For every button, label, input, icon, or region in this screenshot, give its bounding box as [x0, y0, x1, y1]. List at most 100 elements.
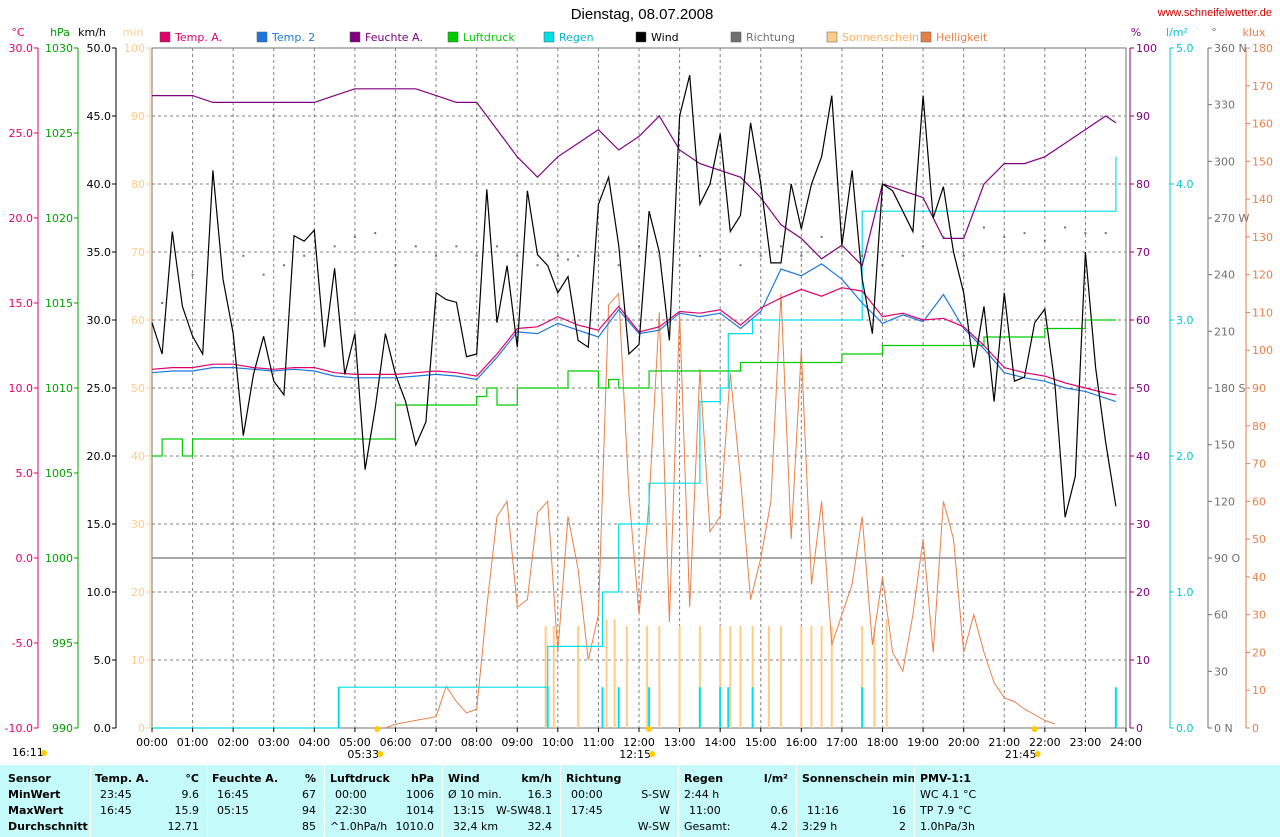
direction-point: [333, 245, 336, 248]
stats-temp-max-value: 15.9: [174, 804, 200, 817]
stats-rain-max-time: 11:00: [689, 804, 721, 817]
stats-rain-max-value: 0.6: [770, 804, 789, 817]
legend-item: Luftdruck: [447, 31, 515, 44]
time-tick-label: 17:00: [826, 736, 858, 749]
time-tick-label: 04:00: [298, 736, 330, 749]
direction-tick-label: 300: [1214, 155, 1235, 168]
direction-point: [982, 226, 985, 229]
direction-tick-label: 0 N: [1214, 722, 1233, 735]
stats-direction-min-time: 00:00: [571, 788, 603, 801]
brightness-tick-label: 140: [1252, 193, 1273, 206]
start-sun-icon: [41, 750, 47, 756]
direction-point: [820, 235, 823, 238]
brightness-tick-label: 10: [1252, 684, 1266, 697]
direction-unit-label: °: [1211, 26, 1217, 39]
direction-point: [303, 254, 306, 257]
direction-point: [1003, 235, 1006, 238]
legend-label: Wind: [651, 31, 679, 44]
time-tick-label: 01:00: [177, 736, 209, 749]
stats-wind-avg-value: 32.4: [527, 820, 553, 833]
stats-sunshine-max-time: 11:16: [807, 804, 839, 817]
legend-label: Temp. A.: [174, 31, 222, 44]
stats-wind-max-direction: W-SW: [496, 804, 529, 817]
stats-direction-title: Richtung: [566, 772, 622, 785]
stats-temp-column: Temp. A. °C 23:45 9.6 16:45 15.9 12.71: [95, 765, 205, 837]
direction-tick-label: 180 S: [1214, 382, 1245, 395]
time-tick-label: 21:00: [988, 736, 1020, 749]
time-tick-label: 10:00: [542, 736, 574, 749]
legend-label: Sonnenschein: [842, 31, 919, 44]
stats-pmv-title: PMV-1:1: [920, 772, 971, 785]
temp-tick-label: 15.0: [9, 297, 34, 310]
temp-tick-label: 5.0: [16, 467, 34, 480]
pressure-tick-label: 1020: [45, 212, 73, 225]
stats-pmv-pressure-trend: 1.0hPa/3h: [920, 820, 976, 833]
sunshine-tick-label: 20: [131, 586, 145, 599]
feuchte-a--line: [152, 88, 1117, 267]
time-tick-label: 07:00: [420, 736, 452, 749]
sunset-sun-icon: [1034, 751, 1041, 757]
time-tick-label: 20:00: [948, 736, 980, 749]
time-tick-label: 12:00: [623, 736, 655, 749]
direction-point: [1084, 232, 1087, 235]
start-time-label: 16:11: [12, 746, 44, 759]
rain-tick-label: 2.0: [1176, 450, 1194, 463]
direction-point: [698, 254, 701, 257]
sunshine-tick-label: 10: [131, 654, 145, 667]
temp-a--line: [151, 287, 1116, 396]
direction-point: [840, 245, 843, 248]
temp-tick-label: -10.0: [5, 722, 33, 735]
wind-tick-label: 30.0: [87, 314, 112, 327]
direction-point: [536, 264, 539, 267]
sunshine-tick-label: 70: [131, 246, 145, 259]
temp-2-line: [151, 263, 1117, 403]
humidity-tick-label: 70: [1136, 246, 1150, 259]
stats-humidity-min-time: 16:45: [217, 788, 249, 801]
humidity-tick-label: 90: [1136, 110, 1150, 123]
sunshine-tick-label: 80: [131, 178, 145, 191]
stats-humidity-min-value: 67: [302, 788, 316, 801]
direction-point: [597, 254, 600, 257]
direction-point: [617, 264, 620, 267]
brightness-tick-label: 40: [1252, 571, 1266, 584]
brightness-tick-label: 160: [1252, 118, 1273, 131]
stats-pmv-column: PMV-1:1 WC 4.1 °C TP 7.9 °C 1.0hPa/3h: [920, 765, 1030, 837]
time-tick-label: 14:00: [704, 736, 736, 749]
rain-tick-label: 5.0: [1176, 42, 1194, 55]
stats-sensor-column: Sensor MinWert MaxWert Durchschnitt: [8, 765, 88, 837]
stats-sunshine-column: Sonnenschein min 11:16 16 3:29 h 2: [802, 765, 915, 837]
brightness-tick-label: 120: [1252, 269, 1273, 282]
stats-humidity-title: Feuchte A.: [212, 772, 279, 785]
direction-point: [577, 254, 580, 257]
direction-point: [658, 254, 661, 257]
brightness-tick-label: 110: [1252, 306, 1273, 319]
direction-point: [1043, 239, 1046, 242]
stats-wind-unit: km/h: [521, 772, 552, 785]
direction-point: [739, 264, 742, 267]
wind-tick-label: 45.0: [87, 110, 112, 123]
site-link[interactable]: www.schneifelwetter.de: [1157, 7, 1272, 19]
wind-tick-label: 0.0: [94, 722, 112, 735]
stats-pressure-title: Luftdruck: [330, 772, 390, 785]
sunshine-tick-label: 40: [131, 450, 145, 463]
brightness-tick-label: 30: [1252, 609, 1266, 622]
direction-point: [455, 245, 458, 248]
stats-row-avg-label: Durchschnitt: [8, 820, 88, 833]
legend-item: Sonnenschein: [826, 31, 919, 44]
humidity-unit-label: %: [1131, 26, 1141, 39]
direction-point: [394, 264, 397, 267]
direction-point: [719, 258, 722, 261]
legend-item: Feuchte A.: [349, 31, 423, 44]
time-tick-label: 00:00: [136, 736, 168, 749]
legend-swatch: [447, 31, 459, 43]
direction-point: [759, 254, 762, 257]
brightness-tick-label: 80: [1252, 420, 1266, 433]
direction-point: [800, 254, 803, 257]
brightness-tick-label: 170: [1252, 80, 1273, 93]
direction-point: [282, 264, 285, 267]
stats-row-min-label: MinWert: [8, 788, 61, 801]
sunset-time-label: 21:45: [1005, 748, 1037, 761]
legend: Temp. A. Temp. 2 Feuchte A. Luftdruck Regen W…: [159, 31, 988, 44]
humidity-tick-label: 60: [1136, 314, 1150, 327]
stats-humidity-max-value: 94: [302, 804, 316, 817]
